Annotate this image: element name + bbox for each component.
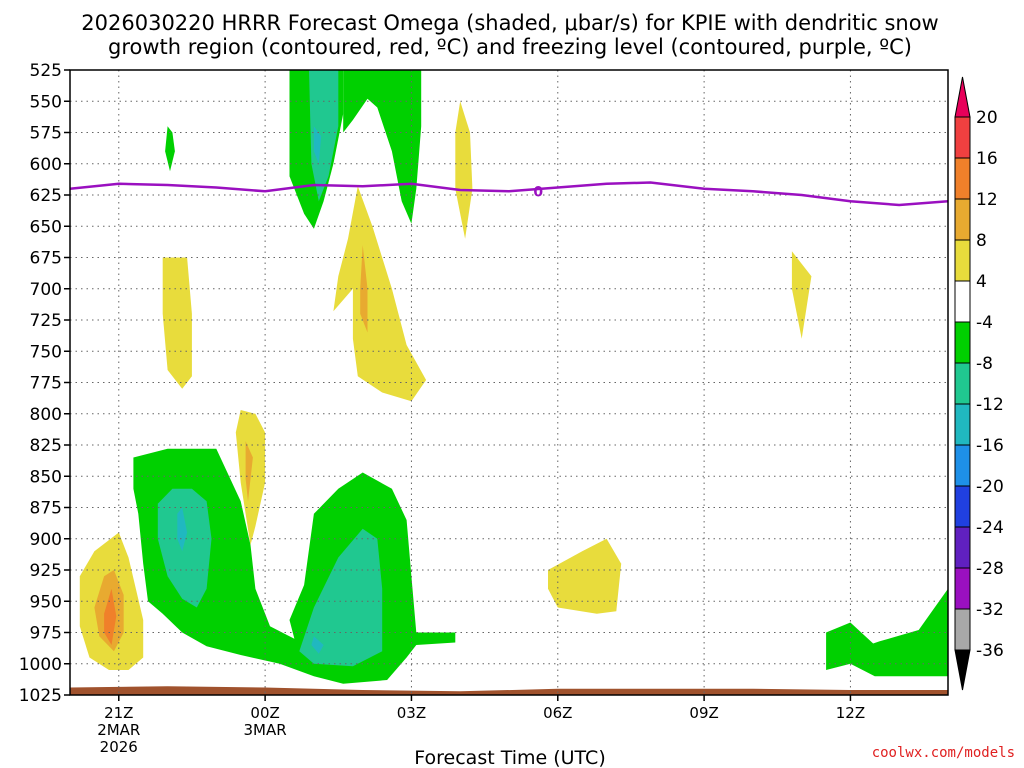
y-tick-label: 975	[30, 624, 62, 644]
y-tick-label: 875	[30, 499, 62, 519]
chart-title-line-1: 2026030220 HRRR Forecast Omega (shaded, …	[81, 11, 938, 35]
colorbar-swatch	[954, 280, 971, 323]
chart-title-line-2: growth region (contoured, red, ºC) and f…	[108, 35, 912, 59]
colorbar-swatch	[954, 198, 971, 241]
colorbar: 20 16 12 8 4 -4 -8 -12 -16 -20 -24 -28 -32 -36	[954, 76, 1004, 691]
colorbar-swatch	[954, 608, 971, 651]
y-tick-label: 925	[30, 561, 62, 581]
colorbar-label: -36	[976, 641, 1004, 661]
y-tick-label: 900	[30, 530, 62, 550]
colorbar-top-arrow	[954, 76, 971, 118]
y-tick-label: 775	[30, 374, 62, 394]
y-tick-label: 750	[30, 342, 62, 362]
freezing-level-label: 0	[533, 184, 543, 200]
y-tick-label: 575	[30, 124, 62, 144]
colorbar-swatch	[954, 157, 971, 200]
colorbar-swatch	[954, 526, 971, 569]
region-yellow-lower-right	[548, 538, 622, 614]
x-tick-label: 03Z	[397, 704, 426, 722]
colorbar-label: -24	[976, 518, 1004, 538]
colorbar-label: -28	[976, 559, 1004, 579]
y-tick-label: 850	[30, 467, 62, 487]
y-tick-label: 550	[30, 92, 62, 112]
y-tick-label: 700	[30, 280, 62, 300]
region-teal-upper	[309, 70, 339, 202]
region-cyan-lower-right	[311, 636, 324, 654]
region-teal-lower-left	[157, 488, 212, 608]
region-ground-brown	[70, 686, 948, 695]
x-tick-label: 06Z	[543, 704, 572, 722]
x-tick-label: 09Z	[689, 704, 718, 722]
x-tick-label: 21Z	[104, 704, 133, 722]
colorbar-label: -4	[976, 313, 993, 333]
region-yellow-520-660	[455, 101, 473, 239]
y-axis-ticks: 525 550 575 600 625 650 675 700 725 750 775 800 825 8…	[19, 61, 70, 706]
region-green-bottom-right-b	[850, 588, 948, 677]
region-cyan-upper	[313, 126, 322, 164]
x-axis-title: Forecast Time (UTC)	[414, 747, 605, 768]
colorbar-label: 4	[976, 272, 987, 292]
region-yellow-620-790	[333, 186, 427, 402]
colorbar-label: 20	[976, 108, 998, 128]
region-orange-660-730	[360, 245, 368, 333]
colorbar-swatch	[954, 485, 971, 528]
colorbar-swatch	[954, 239, 971, 282]
y-tick-label: 725	[30, 311, 62, 331]
y-tick-label: 600	[30, 155, 62, 175]
region-red-lower-left	[104, 588, 117, 645]
region-green-upper-right-arm	[343, 70, 422, 224]
colorbar-swatch	[954, 444, 971, 487]
region-yellow-small-700	[791, 251, 812, 339]
colorbar-label: -16	[976, 436, 1004, 456]
colorbar-bottom-arrow	[954, 649, 971, 691]
colorbar-label: 8	[976, 231, 987, 251]
y-tick-label: 525	[30, 61, 62, 81]
colorbar-label: 16	[976, 149, 998, 169]
y-tick-label: 950	[30, 592, 62, 612]
x-tick-label: 12Z	[836, 704, 865, 722]
region-orange-825-875	[245, 441, 253, 502]
y-tick-label: 1025	[19, 686, 62, 706]
colorbar-swatch	[954, 403, 971, 446]
colorbar-swatch	[954, 321, 971, 364]
colorbar-label: 12	[976, 190, 998, 210]
colorbar-label: -12	[976, 395, 1004, 415]
x-tick-date: 2MAR	[97, 721, 140, 739]
colorbar-swatch	[954, 567, 971, 610]
y-tick-label: 825	[30, 436, 62, 456]
colorbar-swatch	[954, 116, 971, 159]
x-tick-label: 00Z	[250, 704, 279, 722]
colorbar-label: -32	[976, 600, 1004, 620]
region-cyan-lower-left	[177, 507, 188, 552]
credit-label: coolwx.com/models	[872, 745, 1015, 761]
y-tick-label: 800	[30, 405, 62, 425]
region-green-bottom-right-a	[826, 622, 875, 670]
y-tick-label: 650	[30, 217, 62, 237]
region-green-small-580	[165, 126, 175, 172]
colorbar-label: -20	[976, 477, 1004, 497]
y-tick-label: 625	[30, 186, 62, 206]
y-tick-label: 1000	[19, 655, 62, 675]
freezing-level-contour	[69, 181, 949, 207]
omega-shaded-regions	[70, 70, 948, 695]
colorbar-swatch	[954, 362, 971, 405]
y-tick-label: 675	[30, 249, 62, 269]
region-yellow-683-780	[162, 257, 192, 389]
grid-lines	[70, 70, 948, 695]
region-teal-lower-right	[299, 528, 383, 667]
colorbar-label: -8	[976, 354, 993, 374]
x-tick-date: 3MAR	[244, 721, 287, 739]
x-tick-year: 2026	[100, 738, 138, 756]
